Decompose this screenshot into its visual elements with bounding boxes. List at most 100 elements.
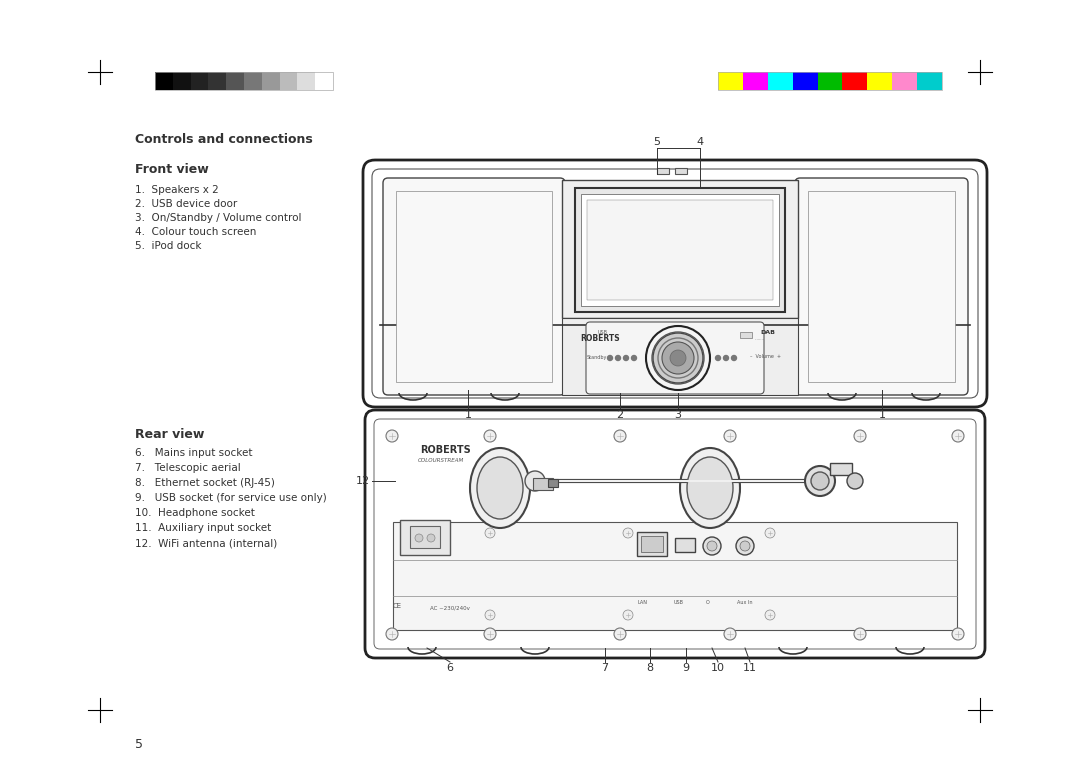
Bar — [410, 526, 440, 548]
Bar — [226, 72, 244, 90]
Circle shape — [811, 472, 829, 490]
Bar — [743, 72, 768, 90]
Text: 10: 10 — [711, 663, 725, 673]
Circle shape — [670, 350, 686, 366]
Bar — [793, 72, 818, 90]
Circle shape — [607, 356, 612, 360]
Text: 1: 1 — [464, 410, 472, 420]
Bar — [842, 72, 867, 90]
Bar — [867, 72, 892, 90]
Text: 4: 4 — [697, 137, 703, 147]
Text: ........: ........ — [755, 337, 765, 341]
Bar — [657, 168, 669, 174]
Circle shape — [623, 528, 633, 538]
Bar — [675, 538, 696, 552]
Circle shape — [623, 356, 629, 360]
Circle shape — [854, 628, 866, 640]
Text: ROBERTS: ROBERTS — [580, 334, 620, 343]
FancyBboxPatch shape — [586, 322, 764, 394]
Bar — [718, 72, 743, 90]
Text: 11.  Auxiliary input socket: 11. Auxiliary input socket — [135, 523, 271, 533]
Text: Controls and connections: Controls and connections — [135, 133, 313, 146]
Bar — [315, 72, 333, 90]
Circle shape — [386, 430, 399, 442]
Circle shape — [740, 541, 750, 551]
Bar — [588, 200, 773, 300]
Circle shape — [415, 534, 423, 542]
Circle shape — [485, 610, 495, 620]
Bar — [642, 536, 663, 552]
Bar — [768, 72, 793, 90]
Text: CE: CE — [393, 603, 402, 609]
Circle shape — [632, 356, 636, 360]
Bar — [261, 72, 280, 90]
Text: 4.  Colour touch screen: 4. Colour touch screen — [135, 227, 256, 237]
Text: 5: 5 — [653, 137, 661, 147]
FancyBboxPatch shape — [365, 410, 985, 658]
Text: AC ~230/240v: AC ~230/240v — [430, 605, 470, 610]
Text: 2.  USB device door: 2. USB device door — [135, 199, 238, 209]
Circle shape — [951, 430, 964, 442]
Bar — [831, 463, 852, 475]
Text: 9.   USB socket (for service use only): 9. USB socket (for service use only) — [135, 493, 327, 503]
Bar — [892, 72, 917, 90]
Bar — [534, 478, 553, 490]
Circle shape — [615, 628, 626, 640]
Bar — [280, 72, 297, 90]
Text: 1.  Speakers x 2: 1. Speakers x 2 — [135, 185, 219, 195]
Circle shape — [653, 333, 703, 383]
Text: 5: 5 — [135, 738, 143, 751]
Bar — [393, 522, 957, 630]
Bar — [808, 191, 955, 382]
Bar — [575, 188, 785, 312]
Ellipse shape — [477, 457, 523, 519]
Circle shape — [765, 610, 775, 620]
Bar — [244, 72, 261, 90]
Text: 8.   Ethernet socket (RJ-45): 8. Ethernet socket (RJ-45) — [135, 478, 275, 488]
Circle shape — [805, 466, 835, 496]
Bar — [675, 168, 687, 174]
Circle shape — [765, 528, 775, 538]
Circle shape — [735, 537, 754, 555]
Circle shape — [703, 537, 721, 555]
Circle shape — [623, 610, 633, 620]
Text: 8: 8 — [647, 663, 653, 673]
Bar — [208, 72, 226, 90]
Circle shape — [724, 430, 735, 442]
Ellipse shape — [687, 457, 733, 519]
Text: COLOURSTREAM: COLOURSTREAM — [418, 458, 464, 463]
Bar — [548, 479, 558, 487]
Text: LAN: LAN — [638, 600, 648, 605]
Circle shape — [707, 541, 717, 551]
Bar — [562, 180, 798, 318]
Text: 12: 12 — [356, 476, 370, 486]
Text: 6: 6 — [446, 663, 454, 673]
Circle shape — [427, 534, 435, 542]
Text: DAB: DAB — [760, 330, 775, 335]
Text: Rear view: Rear view — [135, 428, 204, 441]
Text: 1: 1 — [878, 410, 886, 420]
Bar — [637, 532, 667, 556]
Ellipse shape — [470, 448, 530, 528]
Circle shape — [484, 430, 496, 442]
Circle shape — [484, 628, 496, 640]
Circle shape — [847, 473, 863, 489]
Bar — [718, 72, 942, 90]
Circle shape — [615, 430, 626, 442]
Circle shape — [951, 628, 964, 640]
Bar — [400, 520, 450, 555]
Text: Standby: Standby — [588, 355, 607, 359]
Bar — [156, 72, 333, 90]
Text: Front view: Front view — [135, 163, 208, 176]
Bar — [173, 72, 190, 90]
Text: 11: 11 — [743, 663, 757, 673]
Circle shape — [386, 628, 399, 640]
Text: 2: 2 — [617, 410, 623, 420]
Ellipse shape — [680, 448, 740, 528]
Text: USB: USB — [598, 330, 608, 335]
Bar — [396, 191, 552, 382]
Text: 10.  Headphone socket: 10. Headphone socket — [135, 508, 255, 518]
Circle shape — [646, 326, 710, 390]
Circle shape — [731, 356, 737, 360]
Text: 3: 3 — [675, 410, 681, 420]
